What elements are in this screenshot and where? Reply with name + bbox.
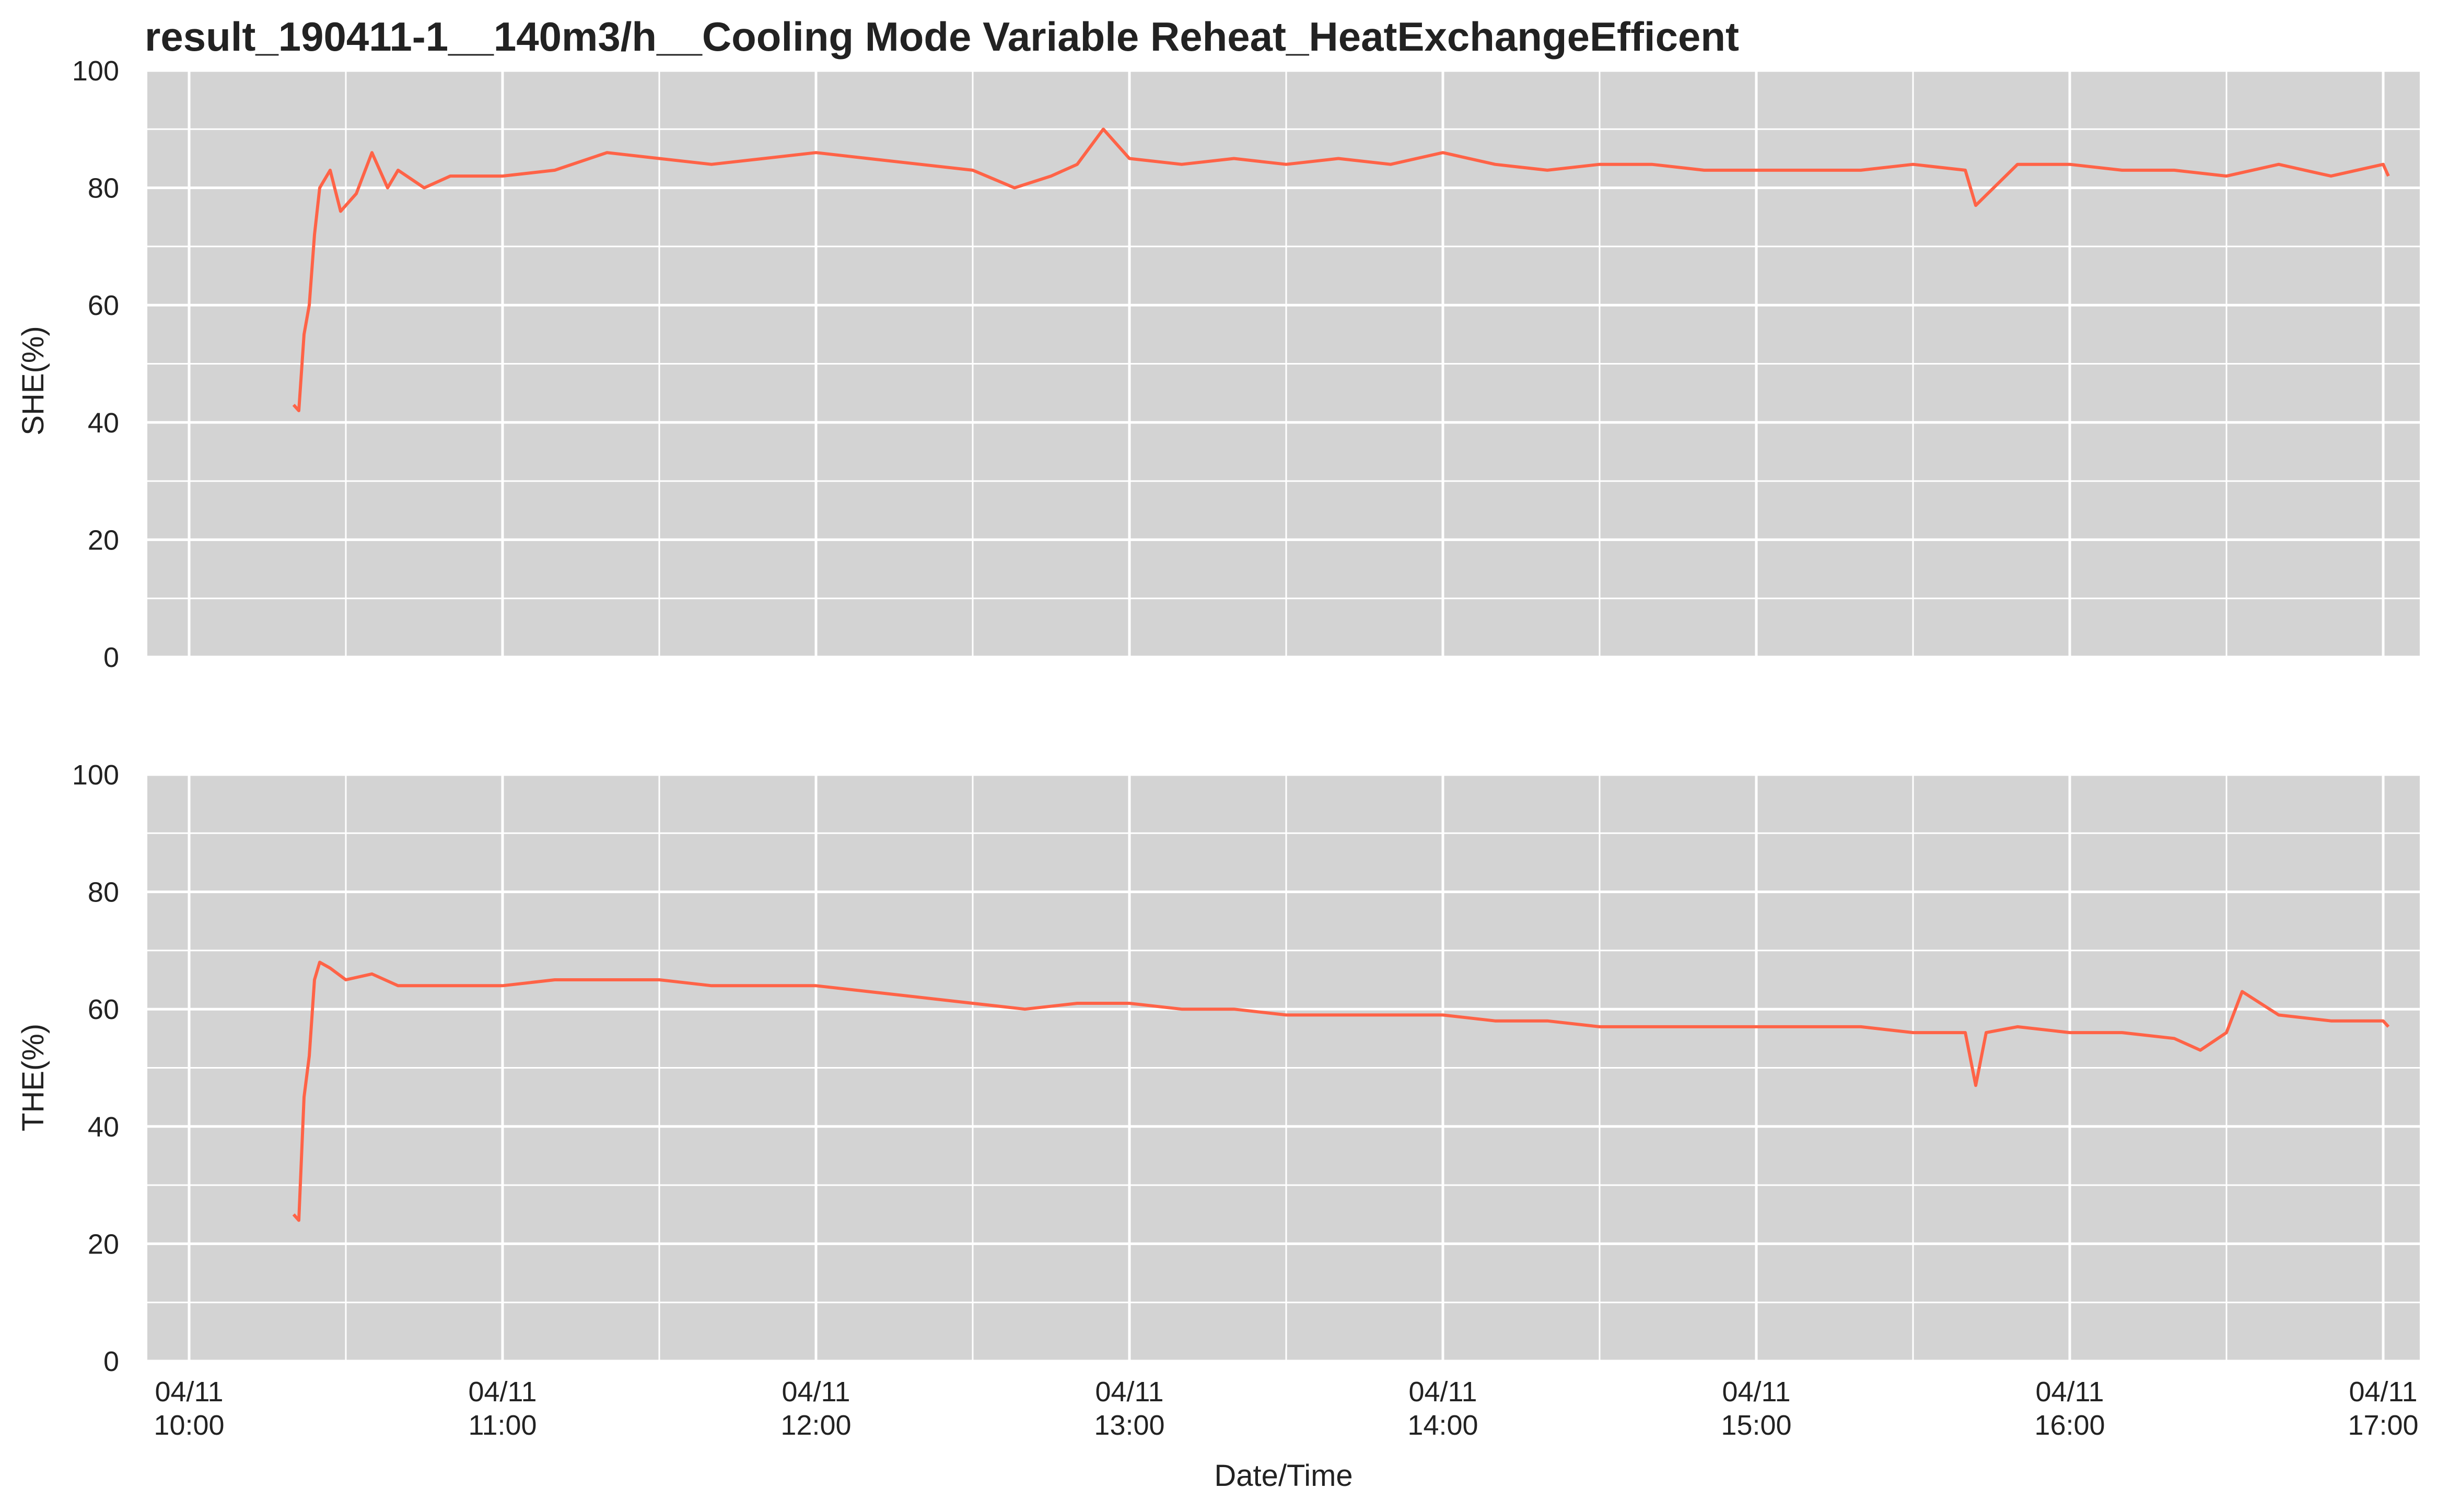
chart-title: result_190411-1__140m3/h__Cooling Mode V… (145, 14, 1739, 60)
y-tick-label: 20 (88, 524, 119, 556)
y-tick-label: 40 (88, 1111, 119, 1143)
x-tick-label: 04/11 14:00 (1407, 1376, 1478, 1441)
x-tick-time: 10:00 (154, 1410, 224, 1441)
y-tick-label: 40 (88, 407, 119, 439)
x-tick-time: 17:00 (2348, 1410, 2418, 1441)
panel-she: 0 20 40 60 80 100 SHE(%) (16, 55, 2420, 673)
y-tick-label: 0 (103, 642, 119, 673)
x-tick-time: 14:00 (1407, 1410, 1478, 1441)
she-y-axis-label: SHE(%) (16, 326, 50, 435)
x-tick-date: 04/11 (782, 1376, 850, 1408)
x-tick-label: 04/11 13:00 (1094, 1376, 1164, 1441)
x-tick-label: 04/11 11:00 (468, 1376, 537, 1441)
she-y-tick-labels: 0 20 40 60 80 100 (72, 55, 119, 673)
x-tick-date: 04/11 (468, 1376, 537, 1408)
x-tick-label: 04/11 10:00 (154, 1376, 224, 1441)
x-tick-date: 04/11 (1408, 1376, 1477, 1408)
the-y-tick-labels: 0 20 40 60 80 100 (72, 759, 119, 1377)
x-tick-date: 04/11 (155, 1376, 223, 1408)
x-tick-label: 04/11 15:00 (1721, 1376, 1791, 1441)
y-tick-label: 100 (72, 55, 119, 87)
y-tick-label: 100 (72, 759, 119, 791)
y-tick-label: 80 (88, 877, 119, 908)
panel-the: 0 20 40 60 80 100 THE(%) (16, 759, 2420, 1377)
x-tick-time: 16:00 (2034, 1410, 2105, 1441)
x-tick-time: 15:00 (1721, 1410, 1791, 1441)
x-tick-label: 04/11 17:00 (2348, 1376, 2418, 1441)
x-tick-date: 04/11 (1722, 1376, 1790, 1408)
x-tick-date: 04/11 (1095, 1376, 1163, 1408)
x-tick-label: 04/11 12:00 (780, 1376, 851, 1441)
x-tick-date: 04/11 (2349, 1376, 2417, 1408)
x-tick-time: 12:00 (780, 1410, 851, 1441)
y-tick-label: 60 (88, 290, 119, 321)
x-tick-time: 11:00 (468, 1410, 537, 1441)
x-tick-date: 04/11 (2035, 1376, 2104, 1408)
the-y-axis-label: THE(%) (16, 1024, 50, 1131)
y-tick-label: 20 (88, 1228, 119, 1260)
y-tick-label: 80 (88, 173, 119, 204)
x-tick-label: 04/11 16:00 (2034, 1376, 2105, 1441)
y-tick-label: 60 (88, 994, 119, 1025)
y-tick-label: 0 (103, 1346, 119, 1377)
x-tick-time: 13:00 (1094, 1410, 1164, 1441)
x-axis-label: Date/Time (1214, 1459, 1352, 1493)
